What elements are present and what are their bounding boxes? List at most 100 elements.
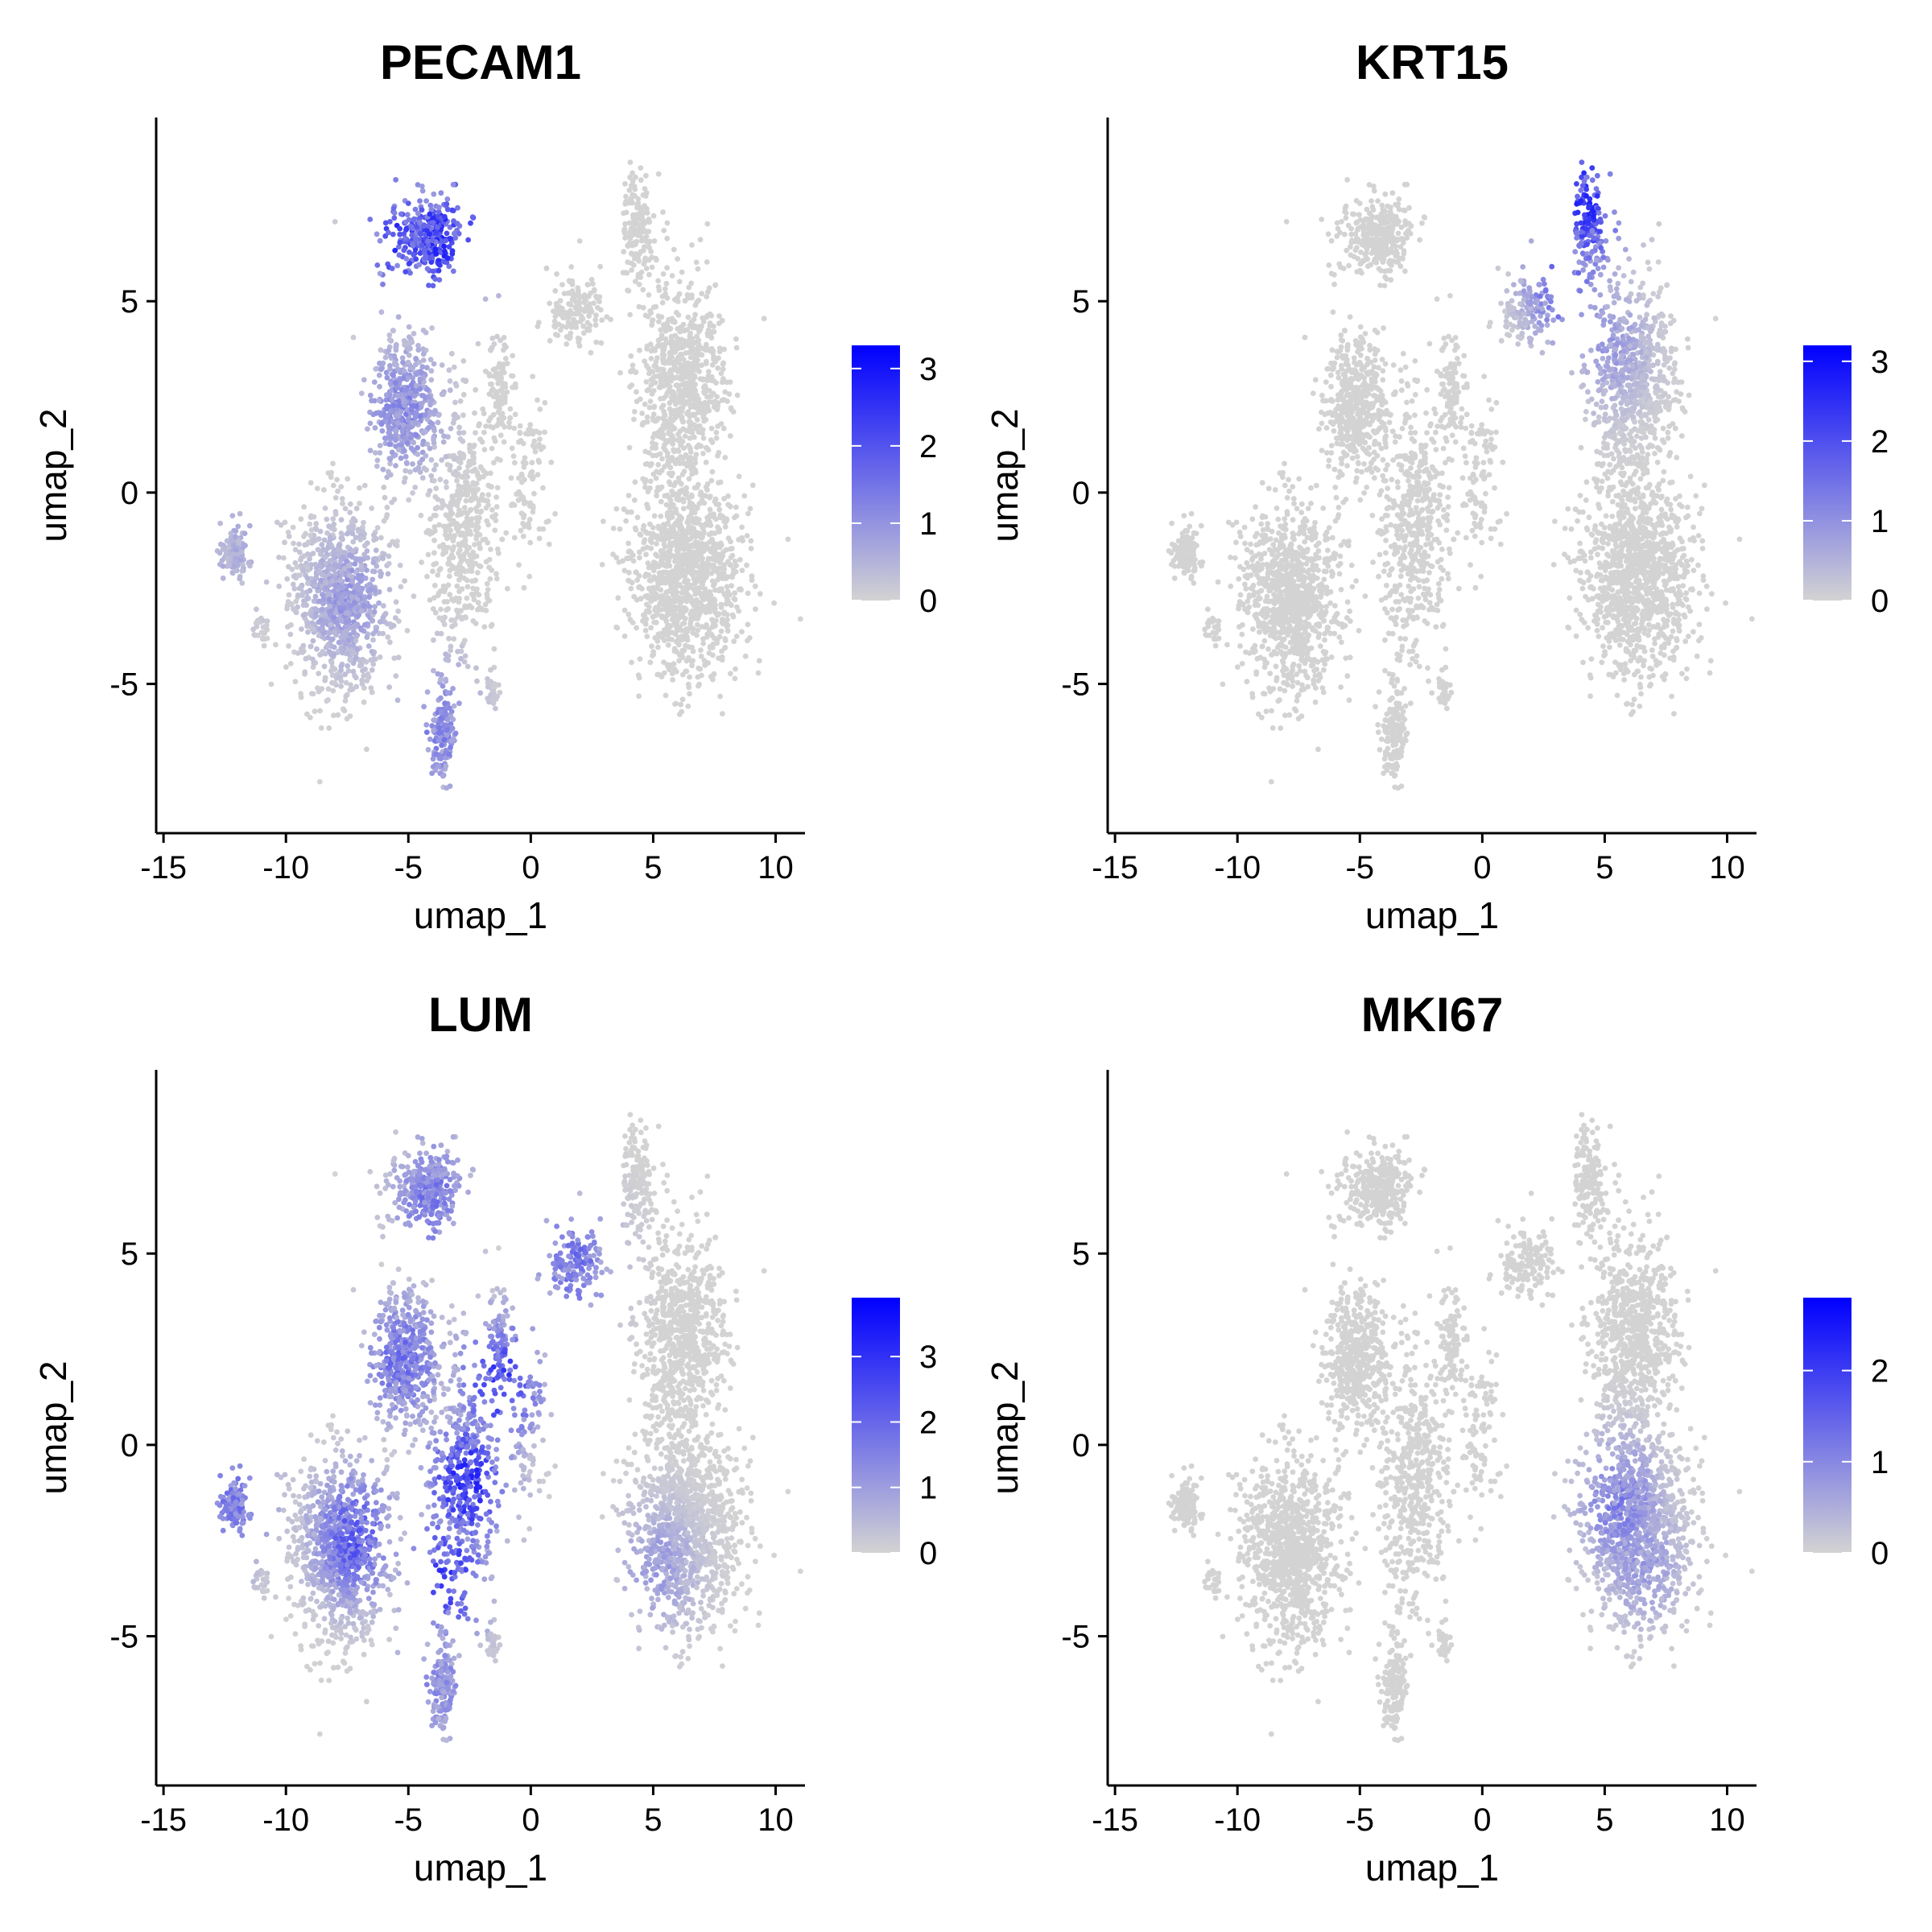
cell-point (724, 617, 730, 623)
cell-point (490, 366, 497, 373)
cell-point (666, 588, 672, 594)
cell-point (224, 555, 230, 562)
cell-point (313, 521, 320, 526)
cell-point (627, 229, 633, 235)
cell-point (642, 257, 648, 263)
cell-point (733, 513, 740, 519)
cell-point (708, 312, 715, 319)
cell-point (697, 549, 704, 555)
cell-point (659, 293, 666, 299)
cell-point (438, 588, 444, 594)
cell-point (688, 280, 695, 287)
cell-points (214, 159, 803, 791)
cell-point (491, 341, 497, 347)
cell-point (652, 613, 658, 619)
cell-point (510, 353, 516, 359)
cell-point (699, 497, 705, 504)
cell-point (386, 469, 391, 475)
cell-point (697, 584, 703, 591)
cell-point (646, 240, 651, 246)
cell-point (487, 423, 493, 430)
cell-point (316, 778, 323, 785)
cell-point (547, 300, 552, 307)
cell-point (677, 652, 683, 658)
cell-point (425, 492, 431, 497)
cell-point (436, 267, 442, 274)
cell-point (733, 345, 740, 351)
cell-point (442, 700, 448, 706)
cell-point (536, 441, 542, 448)
cell-point (428, 368, 435, 374)
cell-point (660, 561, 666, 567)
cell-point (444, 196, 451, 202)
cell-point (430, 268, 436, 275)
cell-point (648, 597, 654, 604)
cell-point (696, 399, 702, 405)
cell-point (669, 273, 675, 279)
cell-point (699, 624, 705, 630)
cell-point (304, 564, 310, 570)
cell-point (328, 469, 334, 476)
cell-point (691, 543, 696, 550)
cell-point (738, 587, 744, 593)
cell-point (217, 541, 224, 547)
cell-point (456, 662, 461, 667)
cell-point (332, 551, 337, 558)
cell-point (431, 717, 437, 723)
cell-point (322, 555, 328, 560)
cell-point (649, 264, 655, 270)
cell-point (653, 619, 659, 625)
cell-point (439, 497, 445, 504)
cell-point (307, 552, 313, 558)
cell-point (230, 543, 237, 548)
cell-point (716, 559, 723, 566)
cell-point (691, 316, 697, 323)
cell-point (344, 691, 350, 698)
cell-point (314, 485, 320, 492)
cell-point (494, 485, 501, 491)
cell-point (468, 531, 474, 537)
cell-point (593, 339, 600, 345)
cell-point (386, 423, 391, 429)
cell-point (655, 284, 662, 290)
cell-point (704, 446, 711, 452)
cell-point (434, 630, 440, 637)
cell-point (562, 315, 568, 320)
cell-point (304, 711, 310, 717)
cell-point (404, 212, 411, 218)
cell-point (444, 716, 451, 723)
cell-point (669, 575, 675, 581)
cell-point (444, 732, 450, 738)
cell-point (419, 184, 425, 189)
cell-point (327, 558, 333, 564)
cell-point (461, 658, 468, 665)
cell-point (423, 198, 429, 204)
cell-point (662, 411, 667, 417)
cell-point (476, 476, 482, 481)
cell-point (468, 506, 474, 513)
cell-point (667, 602, 673, 609)
cell-point (367, 448, 374, 453)
cell-point (402, 235, 408, 242)
cell-point (423, 467, 429, 473)
cell-point (610, 526, 617, 531)
cell-point (722, 638, 729, 643)
cell-point (484, 580, 490, 587)
cell-point (507, 415, 513, 421)
cell-point (224, 549, 229, 555)
cell-point (645, 560, 651, 566)
cell-point (585, 293, 592, 299)
cell-point (261, 642, 267, 649)
cell-point (575, 285, 581, 291)
cell-point (488, 381, 493, 387)
cell-point (499, 536, 506, 543)
cell-point (334, 477, 340, 483)
cell-point (431, 582, 438, 588)
cell-point (419, 475, 426, 481)
cell-point (655, 461, 662, 468)
cell-point (322, 618, 328, 625)
cell-point (718, 421, 724, 427)
cell-point (413, 432, 419, 438)
cell-point (443, 676, 448, 683)
cell-point (305, 539, 312, 545)
